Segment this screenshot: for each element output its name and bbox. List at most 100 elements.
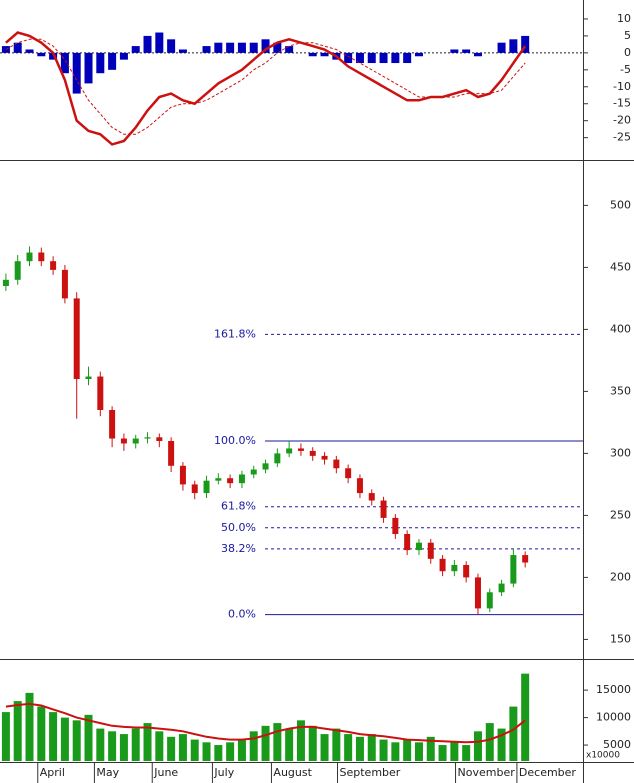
x-tick-label: April (40, 766, 65, 779)
volume-bar (214, 745, 223, 761)
y-tick-label: 350 (610, 384, 631, 397)
candle-body (38, 252, 45, 262)
candle-body (286, 448, 293, 454)
y-tick-label: 0 (624, 46, 631, 59)
histogram-bar (509, 39, 518, 53)
volume-bar (202, 742, 211, 761)
x-tick-label: July (213, 766, 234, 779)
volume-bar (403, 739, 412, 761)
volume-bar (119, 734, 128, 761)
volume-bar (521, 673, 530, 761)
volume-bar (509, 706, 518, 761)
fib-label: 61.8% (221, 500, 256, 513)
y-tick-label: -25 (613, 131, 631, 144)
histogram-bar (119, 52, 128, 60)
candle-body (262, 463, 269, 470)
fib-label: 50.0% (221, 521, 256, 534)
candle-body (26, 252, 33, 262)
y-tick-label: -5 (620, 63, 631, 76)
candle-body (380, 500, 387, 518)
fib-label: 100.0% (214, 434, 256, 447)
histogram-bar (226, 42, 235, 53)
candle-body (238, 474, 245, 484)
candle-body (321, 455, 328, 460)
histogram-bar (355, 52, 364, 64)
histogram-bar (285, 46, 294, 53)
histogram-bar (60, 52, 69, 74)
y-tick-label: 300 (610, 446, 631, 459)
x-tick-label: September (340, 766, 401, 779)
volume-bar (285, 728, 294, 761)
volume-bar (108, 731, 117, 761)
candle-body (274, 453, 281, 464)
histogram-bar (462, 49, 471, 53)
volume-bar (49, 712, 58, 761)
volume-bar (438, 745, 447, 761)
volume-bar (143, 723, 152, 761)
volume-bar (414, 742, 423, 761)
histogram-bar (49, 52, 58, 60)
volume-bar (72, 720, 81, 761)
y-tick-label: 450 (610, 260, 631, 273)
candle-body (356, 478, 363, 494)
volume-bar (391, 742, 400, 761)
histogram-bar (521, 35, 530, 53)
histogram-bar (273, 42, 282, 53)
candle-body (50, 261, 57, 270)
histogram-bar (131, 46, 140, 53)
volume-bar (379, 739, 388, 761)
y-tick-label: 10000 (596, 711, 631, 724)
volume-ma (5, 702, 526, 744)
candle-body (439, 558, 446, 572)
histogram-bar (473, 52, 482, 57)
histogram-bar (367, 52, 376, 64)
histogram-bar (308, 52, 317, 57)
histogram-bar (37, 52, 46, 57)
volume-bar (261, 725, 270, 761)
volume-bar (450, 742, 459, 761)
histogram-bar (214, 42, 223, 53)
candle-body (404, 534, 411, 551)
y-tick-label: -10 (613, 80, 631, 93)
volume-bar (426, 736, 435, 761)
histogram-bar (25, 49, 34, 53)
candle-body (427, 542, 434, 559)
volume-bar (296, 720, 305, 761)
volume-bar (25, 692, 34, 761)
y-tick-label: 500 (610, 198, 631, 211)
candle-body (109, 410, 116, 439)
candle-body (451, 565, 458, 572)
histogram-bar (379, 52, 388, 64)
histogram-bar (497, 42, 506, 53)
volume-bar (167, 736, 176, 761)
candle-body (392, 517, 399, 534)
candle-body (297, 448, 304, 451)
volume-bar (131, 728, 140, 761)
fib-label: 161.8% (214, 327, 256, 340)
volume-bar (13, 701, 22, 761)
histogram-bar (391, 52, 400, 64)
candle-body (73, 298, 80, 379)
unit-label: x10000 (586, 751, 620, 761)
y-tick-label: 5 (624, 29, 631, 42)
volume-bar (367, 734, 376, 761)
x-tick-label: May (96, 766, 119, 779)
histogram-bar (320, 52, 329, 57)
candle-body (498, 583, 505, 593)
volume-bar (485, 723, 494, 761)
volume-bar (249, 731, 258, 761)
volume-bar (178, 734, 187, 761)
candle-body (179, 465, 186, 485)
histogram-bar (344, 52, 353, 64)
candle-body (333, 459, 340, 469)
candle-body (168, 441, 175, 466)
candle-body (203, 480, 210, 494)
volume-bar (344, 734, 353, 761)
volume-bar (190, 739, 199, 761)
histogram-bar (202, 46, 211, 53)
volume-bar (96, 728, 105, 761)
candle-body (250, 469, 257, 475)
y-tick-label: 5000 (603, 738, 631, 751)
